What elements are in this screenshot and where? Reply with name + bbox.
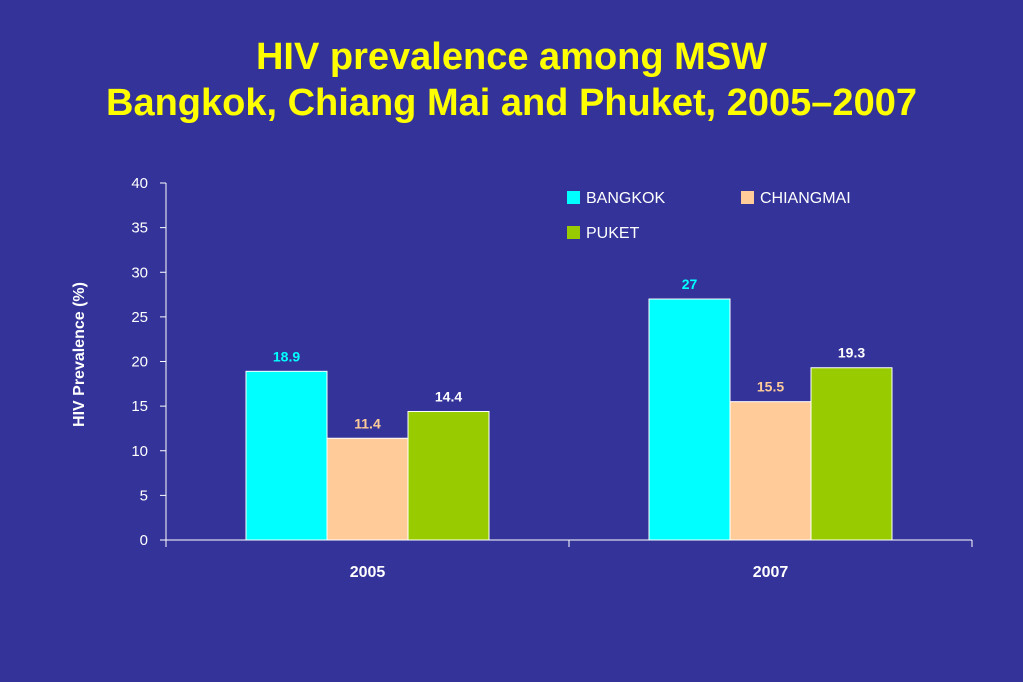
bar-chiangmai-2005: [326, 437, 409, 541]
y-tick-label: 40: [131, 175, 148, 192]
data-label-bangkok-2007: 27: [682, 276, 698, 292]
x-category-label: 2005: [350, 564, 386, 581]
legend-label-chiangmai: CHIANGMAI: [760, 190, 851, 207]
data-label-puket-2007: 19.3: [838, 345, 865, 361]
legend-label-puket: PUKET: [586, 225, 640, 242]
y-tick-label: 25: [131, 309, 148, 326]
data-label-puket-2005: 14.4: [435, 388, 462, 404]
bar-chiangmai-2007: [729, 401, 812, 541]
bar-bangkok-2007: [648, 298, 731, 541]
legend-swatch-chiangmai: [741, 191, 754, 204]
legend-label-bangkok: BANGKOK: [586, 190, 665, 207]
y-tick-label: 15: [131, 398, 148, 415]
y-tick-label: 5: [140, 487, 148, 504]
bar-puket-2005: [407, 410, 490, 541]
chart-title: HIV prevalence among MSW Bangkok, Chiang…: [0, 34, 1023, 126]
y-tick-label: 0: [140, 532, 148, 549]
y-tick-label: 30: [131, 264, 148, 281]
y-tick-label: 10: [131, 443, 148, 460]
x-category-label: 2007: [753, 564, 789, 581]
data-label-chiangmai-2005: 11.4: [354, 415, 381, 431]
data-label-chiangmai-2007: 15.5: [757, 379, 784, 395]
y-tick-label: 20: [131, 354, 148, 371]
legend-swatch-puket: [567, 226, 580, 239]
legend-swatch-bangkok: [567, 191, 580, 204]
y-tick-label: 35: [131, 220, 148, 237]
data-label-bangkok-2005: 18.9: [273, 348, 300, 364]
title-line-2: Bangkok, Chiang Mai and Phuket, 2005–200…: [106, 82, 917, 124]
y-axis-label: HIV Prevalence (%): [71, 282, 88, 427]
title-line-1: HIV prevalence among MSW: [255, 36, 767, 78]
bar-bangkok-2005: [245, 370, 328, 541]
bar-puket-2007: [810, 367, 893, 541]
